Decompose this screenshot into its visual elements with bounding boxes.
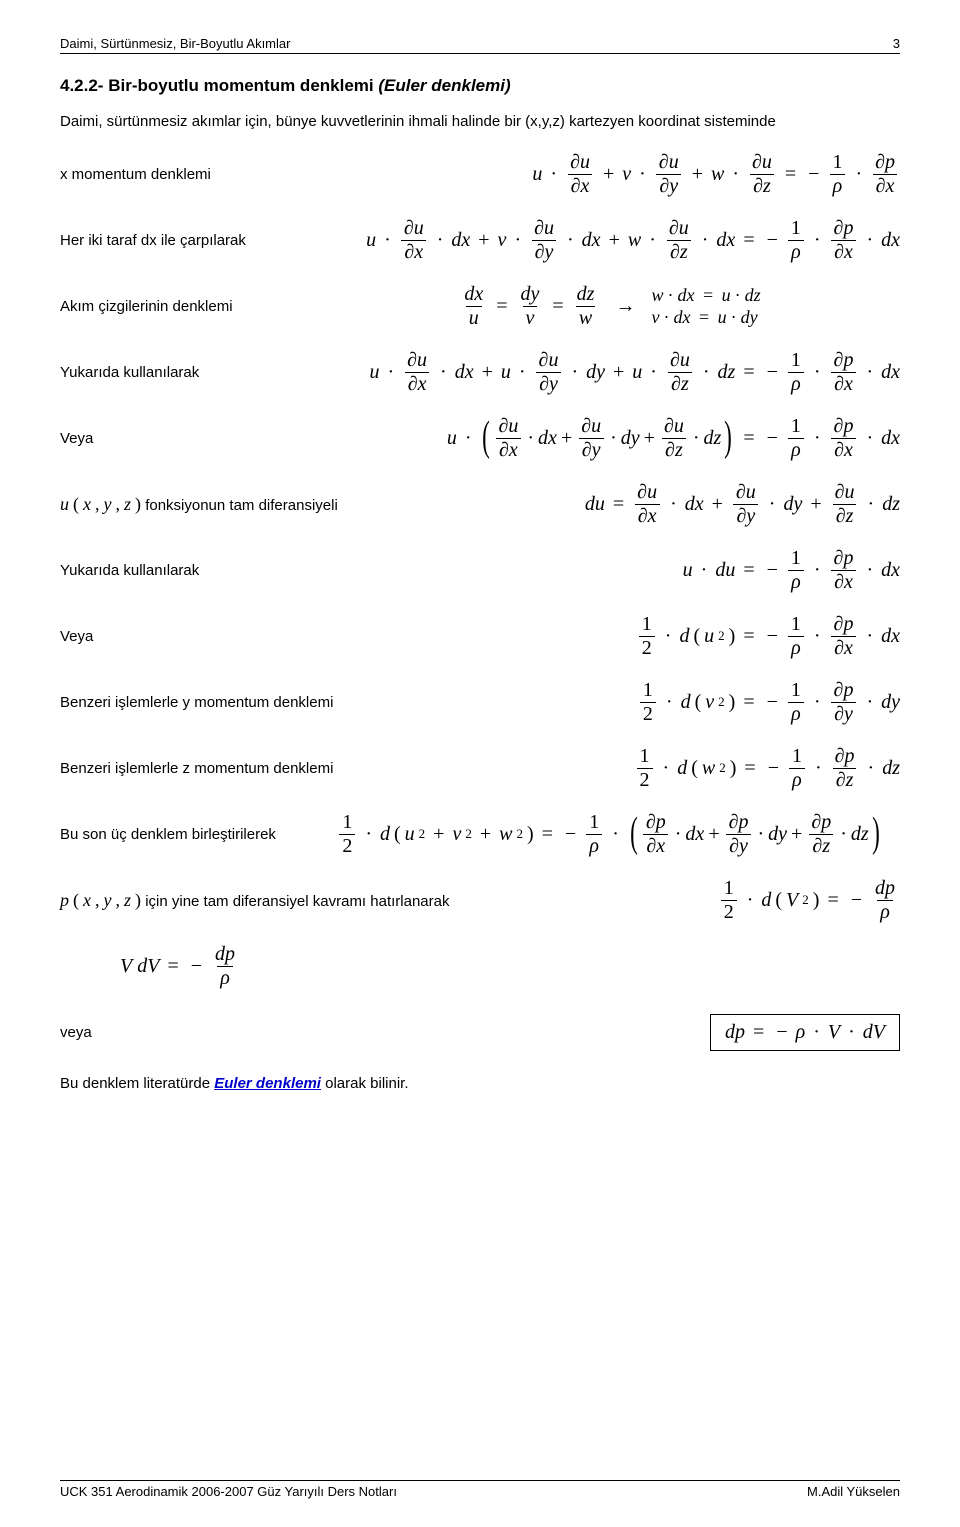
label: Her iki taraf dx ile çarpılarak xyxy=(60,232,256,249)
header-left: Daimi, Sürtünmesiz, Bir-Boyutlu Akımlar xyxy=(60,36,290,51)
label: Bu son üç denklem birleştirilerek xyxy=(60,826,320,843)
label: u(x, y, z) fonksiyonun tam diferansiyeli xyxy=(60,494,348,515)
equation: 12·d(u2+v2+w2) =− 1ρ· ( ∂p∂x·dx + ∂p∂y·d… xyxy=(337,812,882,857)
footer-right: M.Adil Yükselen xyxy=(807,1484,900,1499)
label: Veya xyxy=(60,628,103,645)
label: Yukarıda kullanılarak xyxy=(60,364,209,381)
header-rule xyxy=(60,53,900,54)
closing-pre: Bu denklem literatürde xyxy=(60,1075,214,1092)
row-factored: Veya u· ( ∂u∂x·dx + ∂u∂y·dy + ∂u∂z·dz ) … xyxy=(60,414,900,462)
equation: u·∂u∂x + v·∂u∂y + w·∂u∂z =− 1ρ· ∂p∂x xyxy=(532,152,900,197)
section-number: 4.2.2- xyxy=(60,76,103,95)
equation: du = ∂u∂x·dx + ∂u∂y·dy + ∂u∂z·dz xyxy=(585,482,900,527)
running-header: Daimi, Sürtünmesiz, Bir-Boyutlu Akımlar … xyxy=(60,36,900,51)
closing-paragraph: Bu denklem literatürde Euler denklemi ol… xyxy=(60,1074,900,1094)
footer-left: UCK 351 Aerodinamik 2006-2007 Güz Yarıyı… xyxy=(60,1484,397,1499)
label: Veya xyxy=(60,430,103,447)
label: Akım çizgilerinin denklemi xyxy=(60,298,320,315)
intro-paragraph: Daimi, sürtünmesiz akımlar için, bünye k… xyxy=(60,112,900,132)
label: veya xyxy=(60,1024,102,1041)
section-title-paren: (Euler denklemi) xyxy=(378,76,510,95)
equation: 12·d(V2) =− dpρ xyxy=(719,878,900,923)
row-half-du2: Veya 12·d(u2) =− 1ρ· ∂p∂x·dx xyxy=(60,612,900,660)
row-z-momentum: Benzeri işlemlerle z momentum denklemi 1… xyxy=(60,744,900,792)
euler-link[interactable]: Euler denklemi xyxy=(214,1075,321,1092)
section-title-plain: Bir-boyutlu momentum denklemi xyxy=(108,76,378,95)
page: Daimi, Sürtünmesiz, Bir-Boyutlu Akımlar … xyxy=(0,0,960,1527)
row-vdv: V dV =− dpρ xyxy=(120,942,900,990)
row-total-diff-u: u(x, y, z) fonksiyonun tam diferansiyeli… xyxy=(60,480,900,528)
row-combined: Bu son üç denklem birleştirilerek 12·d(u… xyxy=(60,810,900,858)
section-title: 4.2.2- Bir-boyutlu momentum denklemi (Eu… xyxy=(60,76,900,96)
equation: V dV =− dpρ xyxy=(120,944,240,989)
row-udu: Yukarıda kullanılarak u·du =− 1ρ· ∂p∂x·d… xyxy=(60,546,900,594)
footer-rule xyxy=(60,1480,900,1481)
equation: u·∂u∂x·dx + v·∂u∂y·dx + w·∂u∂z·dx =− 1ρ·… xyxy=(366,218,900,263)
equation: u·∂u∂x·dx + u·∂u∂y·dy + u·∂u∂z·dz =− 1ρ·… xyxy=(369,350,900,395)
equation: dxu = dyv = dzw → w·dx = u·dz v·dx = u·d… xyxy=(459,284,760,329)
equation: 12·d(v2) =− 1ρ· ∂p∂y·dy xyxy=(638,680,900,725)
row-x-momentum: x momentum denklemi u·∂u∂x + v·∂u∂y + w·… xyxy=(60,150,900,198)
label: Yukarıda kullanılarak xyxy=(60,562,209,579)
label: Benzeri işlemlerle y momentum denklemi xyxy=(60,694,343,711)
row-boxed-result: veya dp = −ρ·V·dV xyxy=(60,1008,900,1056)
running-footer: UCK 351 Aerodinamik 2006-2007 Güz Yarıyı… xyxy=(60,1480,900,1499)
row-multiply-dx: Her iki taraf dx ile çarpılarak u·∂u∂x·d… xyxy=(60,216,900,264)
equation: 12·d(u2) =− 1ρ· ∂p∂x·dx xyxy=(637,614,900,659)
row-y-momentum: Benzeri işlemlerle y momentum denklemi 1… xyxy=(60,678,900,726)
equation: 12·d(w2) =− 1ρ· ∂p∂z·dz xyxy=(635,746,900,791)
header-page-number: 3 xyxy=(893,36,900,51)
row-total-diff-p: p(x, y, z) için yine tam diferansiyel ka… xyxy=(60,876,900,924)
label: x momentum denklemi xyxy=(60,166,221,183)
equation: u· ( ∂u∂x·dx + ∂u∂y·dy + ∂u∂z·dz ) =− 1ρ… xyxy=(447,416,900,461)
equation: u·du =− 1ρ· ∂p∂x·dx xyxy=(683,548,900,593)
row-substituted: Yukarıda kullanılarak u·∂u∂x·dx + u·∂u∂y… xyxy=(60,348,900,396)
label: Benzeri işlemlerle z momentum denklemi xyxy=(60,760,343,777)
closing-post: olarak bilinir. xyxy=(321,1075,409,1092)
boxed-equation: dp = −ρ·V·dV xyxy=(710,1014,900,1051)
row-streamline: Akım çizgilerinin denklemi dxu = dyv = d… xyxy=(60,282,900,330)
label: p(x, y, z) için yine tam diferansiyel ka… xyxy=(60,890,459,911)
